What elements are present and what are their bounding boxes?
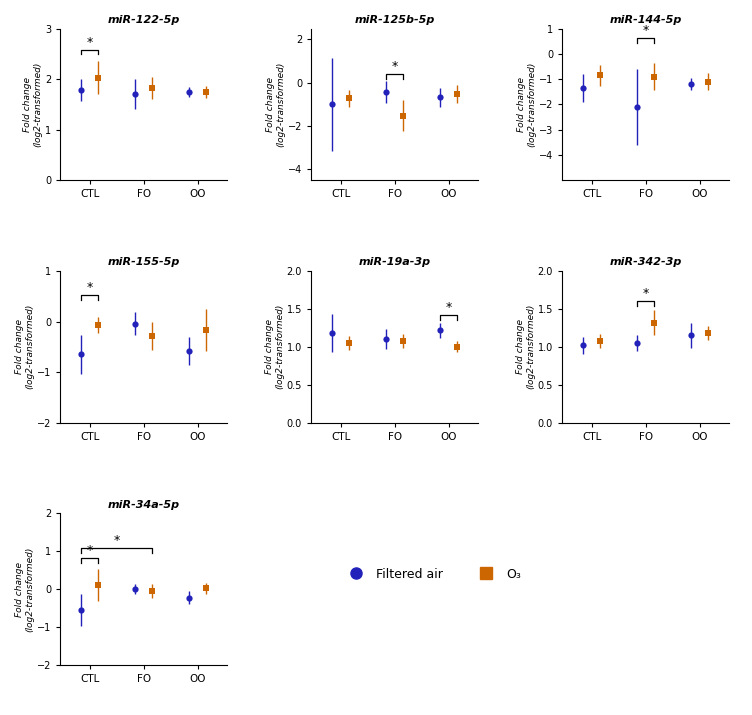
Text: *: * [643, 24, 649, 37]
Y-axis label: Fold change
(log2-transformed): Fold change (log2-transformed) [23, 61, 42, 147]
Y-axis label: Fold change
(log2-transformed): Fold change (log2-transformed) [14, 304, 34, 390]
Text: *: * [86, 36, 93, 49]
Y-axis label: Fold change
(log2-transformed): Fold change (log2-transformed) [14, 546, 34, 632]
Text: *: * [86, 544, 93, 557]
Text: *: * [86, 281, 93, 294]
Y-axis label: Fold change
(log2-transformed): Fold change (log2-transformed) [265, 61, 285, 147]
Title: miR-155-5p: miR-155-5p [108, 257, 180, 267]
Title: miR-342-3p: miR-342-3p [610, 257, 682, 267]
Text: *: * [114, 534, 120, 547]
Title: miR-122-5p: miR-122-5p [108, 15, 180, 25]
Y-axis label: Fold change
(log2-transformed): Fold change (log2-transformed) [265, 304, 284, 390]
Title: miR-125b-5p: miR-125b-5p [355, 15, 435, 25]
Legend: Filtered air, O₃: Filtered air, O₃ [338, 563, 526, 586]
Title: miR-34a-5p: miR-34a-5p [108, 500, 180, 510]
Title: miR-19a-3p: miR-19a-3p [359, 257, 431, 267]
Y-axis label: Fold change
(log2-transformed): Fold change (log2-transformed) [516, 304, 535, 390]
Y-axis label: Fold change
(log2-transformed): Fold change (log2-transformed) [517, 61, 536, 147]
Title: miR-144-5p: miR-144-5p [610, 15, 682, 25]
Text: *: * [392, 60, 398, 73]
Text: *: * [446, 301, 452, 314]
Text: *: * [643, 287, 649, 300]
